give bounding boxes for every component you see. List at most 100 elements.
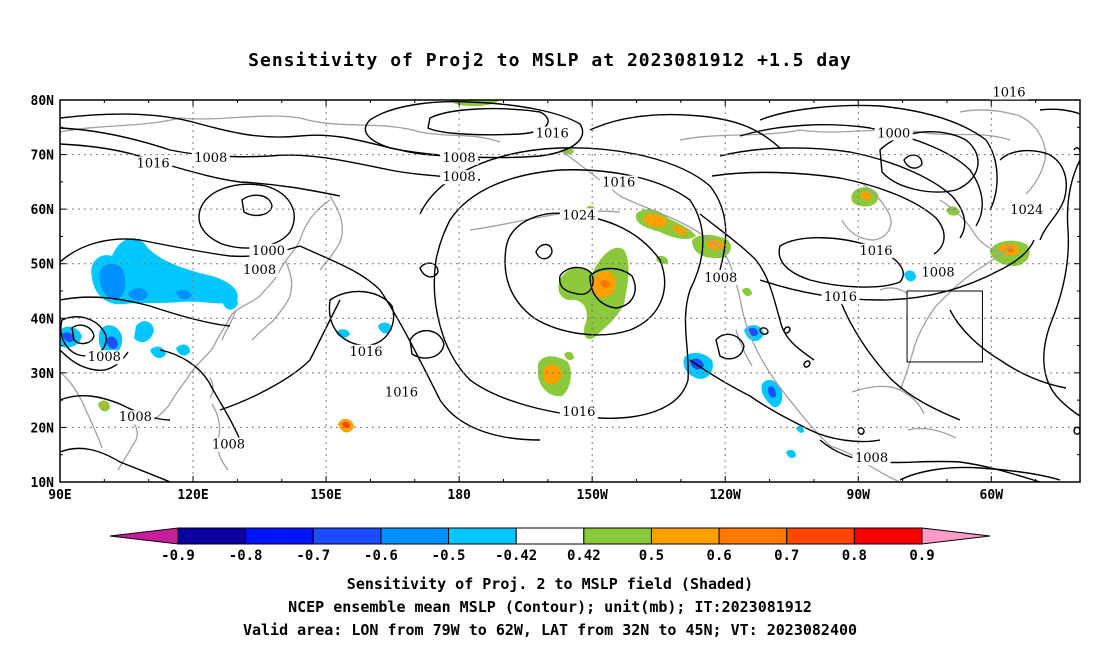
coast-gulf (851, 385, 925, 415)
coast-arctic-na (679, 129, 1011, 141)
neg-region-gulf (904, 270, 916, 282)
mslp-contours (60, 100, 1080, 482)
contour-label: 1008 (922, 266, 955, 281)
contour-siberia-3 (60, 143, 341, 197)
coast-east-asia (149, 199, 331, 425)
colorbar-label: -0.9 (161, 548, 195, 564)
contour-aleutian-low (364, 100, 584, 159)
colorbar-segment (718, 527, 788, 545)
neg-region-calif-core (748, 327, 758, 337)
contour-label-bg (857, 243, 895, 258)
contour-label: 1016 (137, 156, 170, 171)
contour-label-bg (209, 437, 248, 452)
colorbar-end-high (921, 527, 991, 545)
contour-small-1 (783, 326, 791, 334)
contour-label-bg (990, 85, 1029, 100)
contour-label-bg (874, 126, 913, 141)
colorbar-label: 0.5 (639, 548, 664, 564)
contour-label: 1016 (992, 86, 1025, 101)
neg-region-scs2 (176, 344, 190, 356)
colorbar-segment (650, 527, 720, 545)
colorbar-segment (515, 527, 585, 545)
contour-label: 1008 (119, 410, 152, 425)
coast-greenland (959, 109, 1047, 195)
colorbar-label: 0.6 (706, 548, 731, 564)
contour-small-2 (803, 360, 811, 368)
colorbar-segment (583, 527, 652, 545)
contour-label-bg (85, 350, 124, 365)
caption-shaded: Sensitivity of Proj. 2 to MSLP field (Sh… (346, 575, 754, 593)
contour-label-bg (191, 151, 230, 166)
contour-label-bg (533, 126, 572, 141)
contour-label: 1016 (349, 345, 382, 360)
contour-label: 1008 (443, 151, 476, 166)
lat-label: 40N (31, 312, 55, 327)
contour-canada-4 (711, 171, 945, 255)
lat-label: 60N (31, 203, 55, 218)
contour-low-mongolia (198, 183, 295, 249)
contour-label: 1008 (443, 170, 476, 185)
contour-aleutian-low-inner (427, 107, 549, 136)
map-title: Sensitivity of Proj2 to MSLP at 20230819… (248, 50, 852, 71)
lat-label: 30N (31, 367, 55, 382)
contour-label-bg (382, 385, 421, 400)
contour-label: 1024 (562, 208, 595, 223)
lon-label: 150E (310, 488, 341, 503)
contour-label-bg (116, 410, 155, 425)
neg-region-east-asia-core3 (176, 289, 192, 300)
contour-labels: 1016 1008 1008 1008 1016 1016 1000 1008 1024 1008… (85, 85, 1046, 466)
contour-label-bg (701, 271, 740, 286)
contour-1008-canada (759, 239, 1035, 301)
coast-hudson (841, 181, 892, 241)
contour-hudson-low-inner (903, 154, 923, 169)
colorbar-segment (786, 527, 855, 545)
contour-label-bg (821, 290, 860, 305)
coast-na-east (899, 245, 1013, 391)
contour-atlantic-2 (1043, 159, 1080, 417)
colorbar-label: -0.5 (432, 548, 466, 564)
pos-region-rockies (742, 287, 752, 297)
colorbar-label: -0.42 (495, 548, 537, 564)
contour-west-na-2 (689, 359, 881, 443)
coast-japan (251, 261, 293, 341)
contour-high-1016 (433, 169, 704, 419)
contour-label-bg (559, 208, 598, 223)
neg-region-mexico-core (768, 386, 776, 398)
coast-labrador (939, 199, 1001, 253)
lon-label: 90E (48, 488, 71, 503)
colorbar-segment (245, 527, 314, 545)
coast-taiwan (209, 377, 214, 399)
contour-label: 1008 (704, 271, 737, 286)
pos-region-north-pacific-red (600, 279, 610, 289)
colorbar-label: 0.9 (909, 548, 934, 564)
lon-label: 120E (177, 488, 208, 503)
contour-label: 1016 (536, 126, 569, 141)
colorbar-segment (853, 527, 923, 545)
lat-label: 20N (31, 421, 55, 436)
coast-na-west (723, 251, 831, 447)
contour-scs (159, 349, 241, 441)
contour-caribbean (899, 466, 1061, 481)
contour-label: 1024 (1010, 203, 1043, 218)
lat-label: 70N (31, 149, 55, 164)
pos-region-hawaii-core (342, 421, 350, 429)
contour-label-bg (440, 151, 479, 166)
colorbar-label: 0.7 (774, 548, 799, 564)
contour-east-na (839, 299, 961, 421)
contour-high-inner3 (589, 267, 636, 309)
contour-label: 1016 (562, 405, 595, 420)
valid-area-box (906, 290, 983, 363)
contour-label: 1016 (602, 176, 635, 191)
contour-hudson-low (879, 131, 979, 193)
contour-atlantic-outer (1039, 108, 1080, 115)
contour-small-3 (857, 427, 865, 435)
colorbar-labels: -0.9 -0.8 -0.7 -0.6 -0.5 -0.42 0.42 0.5 0.6 0.7 0.… (161, 548, 935, 564)
contour-label-bg (919, 265, 958, 280)
coast-india (60, 371, 103, 449)
pos-region-subtropic-small (564, 351, 574, 361)
contour-label-bg (240, 262, 279, 277)
neg-region-carib (786, 449, 796, 459)
pos-region-gulf-alaska-core (644, 214, 668, 228)
contour-atlantic-1024 (999, 149, 1067, 241)
